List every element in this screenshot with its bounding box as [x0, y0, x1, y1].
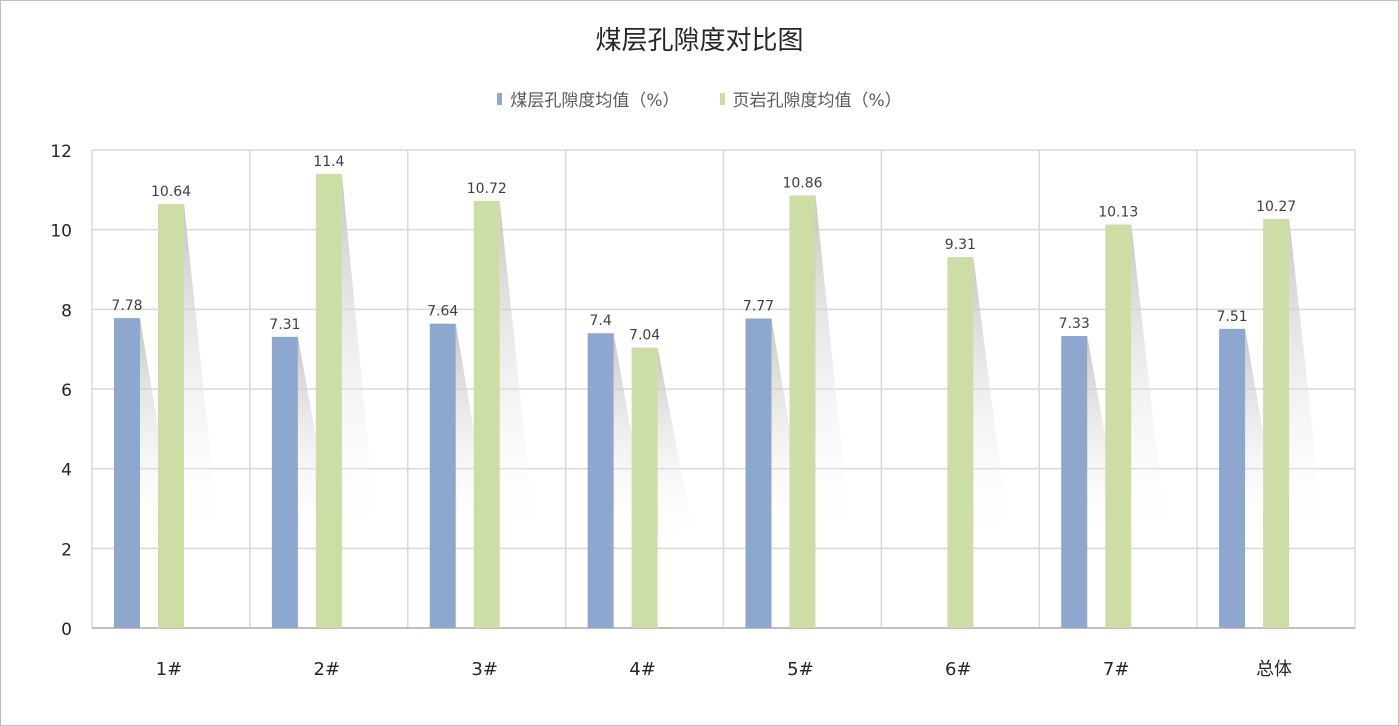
x-tick-label: 4#: [629, 659, 656, 680]
bar-shadow: [657, 347, 692, 548]
bar-coal: [1061, 336, 1088, 628]
legend-item-shale[interactable]: 页岩孔隙度均值（%）: [719, 86, 902, 111]
bar-coal: [587, 333, 614, 628]
y-tick-label: 0: [61, 620, 72, 640]
data-label: 10.13: [1098, 204, 1138, 220]
data-label: 11.4: [313, 154, 344, 170]
y-tick-label: 8: [61, 301, 72, 321]
bar-coal: [271, 336, 298, 628]
data-label: 7.31: [269, 317, 300, 333]
bar-shale: [315, 173, 342, 628]
legend: 煤层孔隙度均值（%） 页岩孔隙度均值（%）: [0, 86, 1399, 111]
x-tick-label: 2#: [314, 659, 341, 680]
data-label: 7.33: [1059, 316, 1090, 332]
y-tick-label: 2: [61, 540, 72, 560]
bar-shadow: [499, 200, 534, 548]
x-tick-label: 3#: [471, 659, 498, 680]
data-label: 7.77: [743, 298, 774, 314]
bar-shale: [947, 257, 974, 628]
bar-shadow: [184, 204, 218, 548]
bar-shadow: [341, 173, 376, 548]
data-label: 7.04: [629, 328, 660, 344]
legend-item-coal[interactable]: 煤层孔隙度均值（%）: [497, 86, 680, 111]
chart-title: 煤层孔隙度对比图: [595, 26, 804, 56]
data-label: 10.27: [1256, 199, 1296, 215]
data-label: 10.64: [151, 184, 191, 200]
bar-shale: [1105, 224, 1132, 628]
bar-shale: [789, 195, 816, 628]
bar-shadow: [1289, 218, 1324, 548]
data-label: 7.78: [111, 298, 142, 314]
x-tick-label: 总体: [1256, 659, 1292, 680]
x-tick-label: 7#: [1103, 659, 1130, 680]
bar-coal: [429, 323, 456, 628]
data-label: 7.4: [589, 313, 611, 329]
bar-shadow: [1131, 224, 1166, 548]
data-label: 7.51: [1217, 309, 1248, 325]
legend-swatch-coal: [497, 92, 503, 105]
bar-coal: [745, 318, 772, 628]
bar-coal: [114, 318, 140, 628]
y-tick-label: 10: [50, 222, 72, 242]
bar-shale: [473, 200, 500, 628]
x-tick-label: 6#: [945, 659, 972, 680]
x-tick-label: 5#: [787, 659, 814, 680]
bar-shale: [631, 347, 658, 628]
y-tick-label: 6: [61, 381, 72, 401]
data-label: 7.64: [427, 304, 458, 320]
bar-coal: [1219, 328, 1246, 628]
y-tick-label: 12: [50, 142, 72, 162]
y-tick-label: 4: [61, 461, 72, 481]
bar-shale: [1263, 218, 1290, 628]
legend-swatch-shale: [719, 92, 725, 105]
bar-shadow: [815, 195, 850, 548]
bar-shale: [158, 204, 184, 628]
legend-label-coal: 煤层孔隙度均值（%）: [510, 91, 680, 111]
bar-shadow: [973, 257, 1008, 548]
data-label: 10.86: [782, 175, 822, 191]
data-label: 9.31: [945, 237, 976, 253]
legend-label-shale: 页岩孔隙度均值（%）: [732, 91, 902, 111]
data-label: 10.72: [467, 181, 507, 197]
x-tick-label: 1#: [156, 659, 183, 680]
